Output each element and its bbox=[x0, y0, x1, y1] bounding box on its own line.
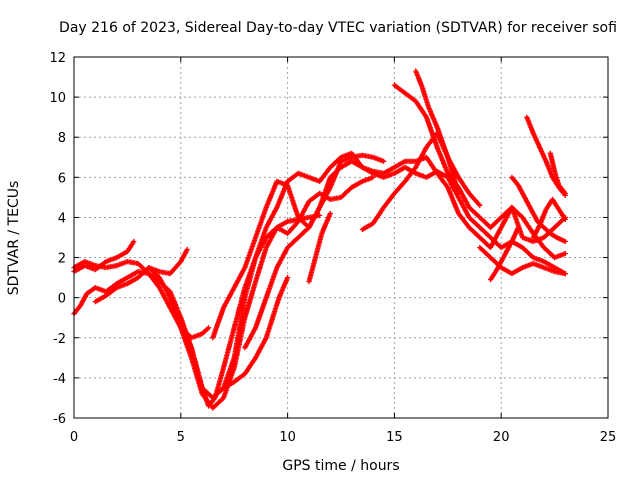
data-point bbox=[370, 174, 376, 180]
x-tick-label: 5 bbox=[177, 430, 185, 445]
data-point bbox=[562, 190, 568, 196]
data-point bbox=[317, 212, 323, 218]
data-point bbox=[562, 216, 568, 222]
tick-labels: 0 5 10 15 20 25 -6 -4 -2 0 2 4 6 8 10 12 bbox=[49, 51, 616, 445]
y-tick-label: 4 bbox=[58, 211, 66, 226]
series-track-19 bbox=[547, 150, 568, 196]
data-point bbox=[206, 325, 212, 331]
data-point bbox=[515, 224, 521, 231]
y-tick-label: 0 bbox=[58, 292, 66, 307]
series-track-8 bbox=[220, 275, 291, 391]
y-tick-label: 6 bbox=[58, 171, 66, 186]
data-point bbox=[285, 275, 291, 281]
plot-frame bbox=[73, 56, 609, 419]
series-track-15 bbox=[487, 224, 521, 283]
y-tick-label: -2 bbox=[53, 332, 66, 347]
y-axis-label: SDTVAR / TECUs bbox=[6, 181, 22, 296]
x-tick-label: 25 bbox=[600, 430, 617, 445]
x-tick-label: 10 bbox=[279, 430, 296, 445]
y-tick-label: -6 bbox=[53, 412, 66, 427]
x-tick-label: 0 bbox=[70, 430, 78, 445]
y-tick-label: 2 bbox=[58, 252, 66, 267]
grid-lines bbox=[73, 56, 609, 419]
x-tick-label: 20 bbox=[493, 430, 510, 445]
data-point bbox=[477, 202, 483, 208]
data-point bbox=[184, 246, 190, 253]
data-point bbox=[131, 238, 137, 245]
series-track-9 bbox=[242, 154, 568, 351]
y-tick-label: 8 bbox=[58, 131, 66, 146]
series-track-13 bbox=[413, 68, 483, 208]
series-track-18 bbox=[530, 196, 568, 241]
y-tick-label: 12 bbox=[49, 51, 66, 66]
series-track-4 bbox=[92, 246, 190, 305]
data-point bbox=[381, 158, 387, 164]
chart-title: Day 216 of 2023, Sidereal Day-to-day VTE… bbox=[59, 20, 617, 36]
data-points bbox=[71, 68, 568, 411]
data-point bbox=[562, 250, 568, 257]
series-track-10 bbox=[306, 210, 333, 285]
data-point bbox=[327, 210, 333, 216]
data-point bbox=[562, 271, 568, 277]
series-track-14 bbox=[477, 244, 568, 277]
x-tick-label: 15 bbox=[386, 430, 403, 445]
data-point bbox=[562, 238, 568, 245]
x-axis-label: GPS time / hours bbox=[282, 458, 399, 474]
series-track-2 bbox=[71, 238, 137, 275]
series-track-16 bbox=[509, 174, 568, 245]
series-track-12 bbox=[391, 82, 568, 261]
y-tick-label: 10 bbox=[49, 91, 66, 106]
series-track-6 bbox=[178, 325, 212, 341]
y-tick-label: -4 bbox=[53, 372, 66, 387]
